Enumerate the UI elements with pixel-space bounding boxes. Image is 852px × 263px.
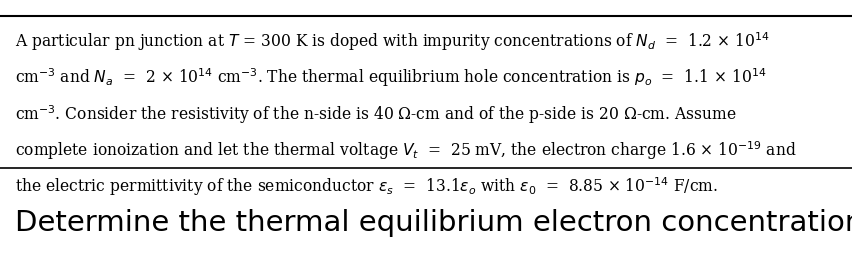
Text: Determine the thermal equilibrium electron concentration  ?: Determine the thermal equilibrium electr… (15, 209, 852, 237)
Text: complete ionoization and let the thermal voltage $V_t$  =  25 mV, the electron c: complete ionoization and let the thermal… (15, 139, 797, 162)
Text: cm$^{-3}$. Consider the resistivity of the n-side is 40 Ω-cm and of the p-side i: cm$^{-3}$. Consider the resistivity of t… (15, 103, 737, 125)
Text: cm$^{-3}$ and $N_a$  =  2 × 10$^{14}$ cm$^{-3}$. The thermal equilibrium hole co: cm$^{-3}$ and $N_a$ = 2 × 10$^{14}$ cm$^… (15, 67, 767, 89)
Text: A particular pn junction at $T$ = 300 K is doped with impurity concentrations of: A particular pn junction at $T$ = 300 K … (15, 30, 770, 53)
Text: the electric permittivity of the semiconductor $\epsilon_s$  =  13.1$\epsilon_o$: the electric permittivity of the semicon… (15, 175, 718, 198)
